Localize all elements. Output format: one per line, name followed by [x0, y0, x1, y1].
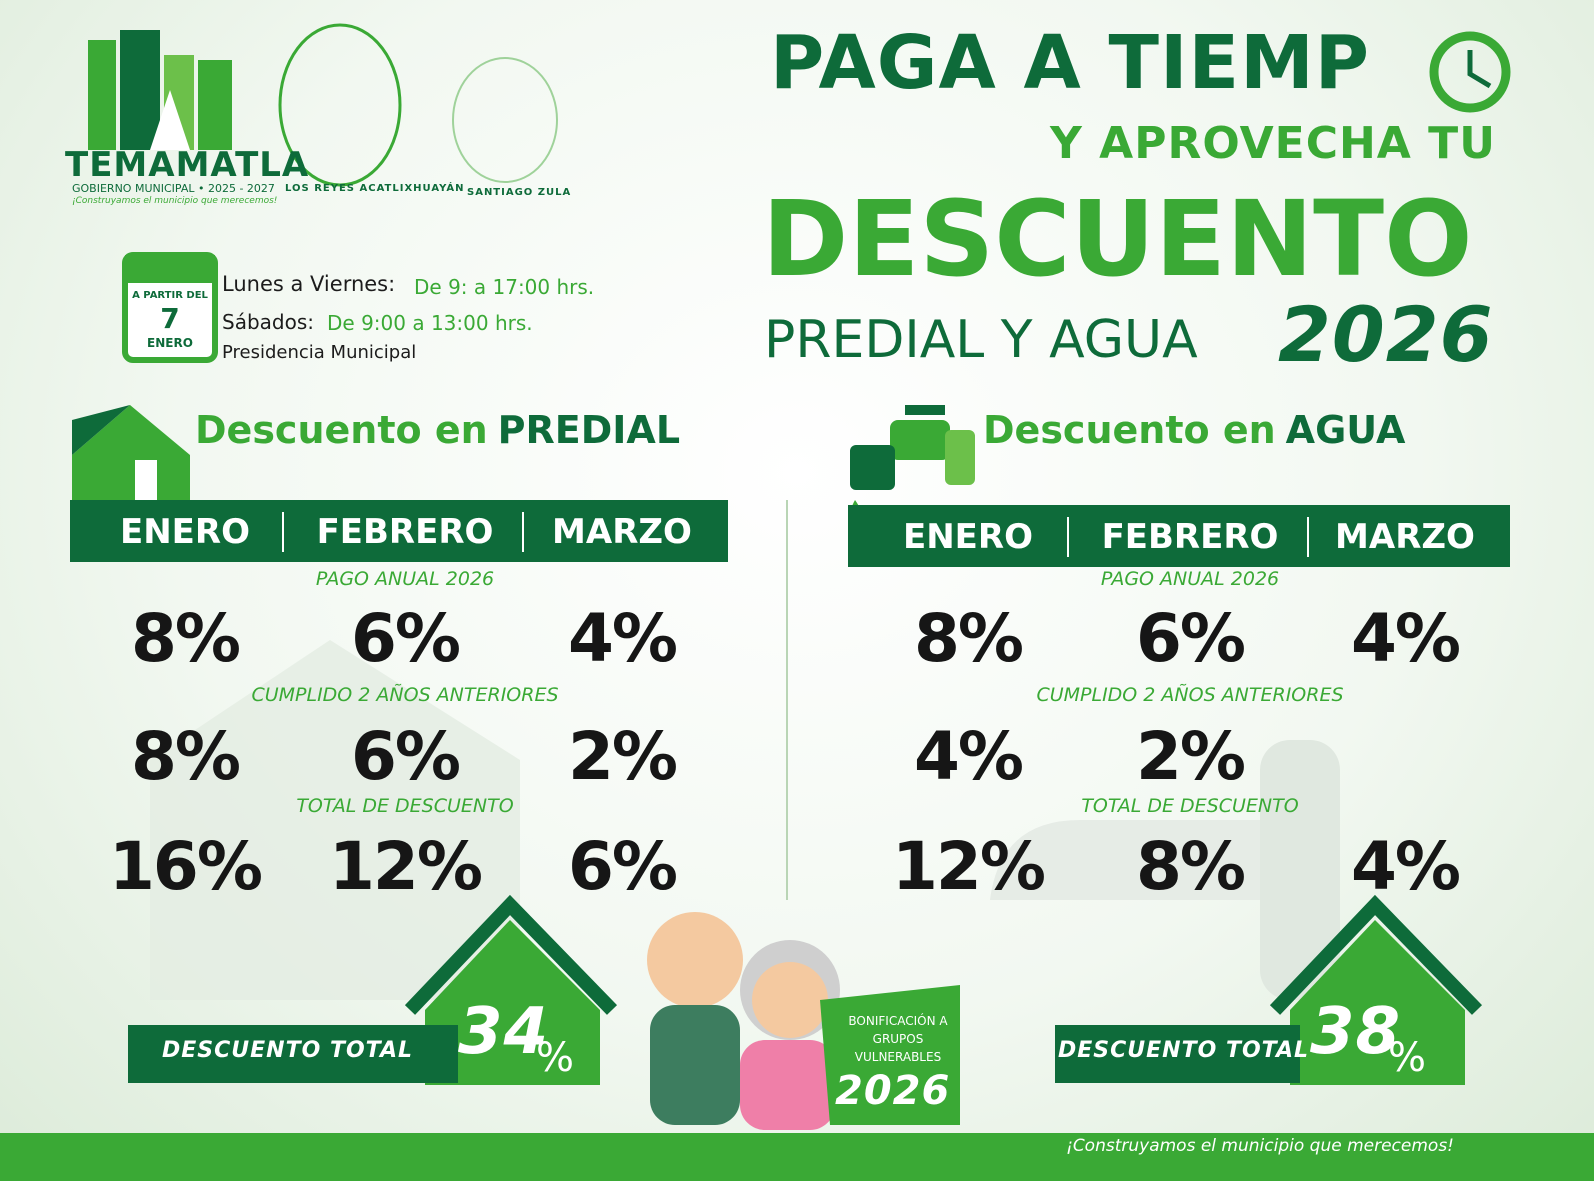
calendar-top: A PARTIR DEL [132, 290, 208, 301]
discount-value: 12% [329, 828, 483, 905]
discount-value: 6% [350, 600, 461, 677]
discount-value: 12% [892, 828, 1046, 905]
logo-name: TEMAMATLA [65, 145, 310, 185]
calendar-month: ENERO [147, 336, 193, 350]
schedule-label: Sábados: [222, 310, 314, 334]
discount-value: 8% [1135, 828, 1246, 905]
discount-value: 4% [913, 718, 1024, 795]
group-label: TOTAL DE DESCUENTO [296, 795, 514, 817]
headline-4: PREDIAL Y AGUA [764, 310, 1198, 370]
month-header: FEBRERO [1101, 517, 1279, 557]
month-header: ENERO [903, 517, 1033, 557]
total-value: 38 [1310, 995, 1402, 1069]
total-unit: % [536, 1035, 575, 1081]
headline-year: 2026 [1278, 290, 1494, 379]
bonus-text: BONIFICACIÓN A GRUPOS VULNERABLES [848, 1014, 948, 1064]
discount-value: 16% [109, 828, 263, 905]
group-label: PAGO ANUAL 2026 [1100, 568, 1280, 590]
logo-subtitle: GOBIERNO MUNICIPAL • 2025 - 2027 [72, 182, 275, 195]
discount-value: 8% [130, 600, 241, 677]
calendar-day: 7 [160, 302, 180, 335]
headline-3: DESCUENTO [762, 178, 1473, 300]
month-header: ENERO [120, 512, 250, 552]
footer-slogan: ¡Construyamos el municipio que merecemos… [1066, 1136, 1454, 1156]
section-title-bold: AGUA [1285, 408, 1406, 452]
discount-value: 4% [567, 600, 678, 677]
bonus-year: 2026 [835, 1068, 951, 1114]
total-value: 34 [458, 995, 550, 1069]
logo-los-reyes: LOS REYES ACATLIXHUAYÁN [285, 183, 465, 194]
discount-value: 6% [1135, 600, 1246, 677]
discount-value: 6% [350, 718, 461, 795]
headline-1: PAGA A TIEMP [770, 20, 1370, 106]
group-label: TOTAL DE DESCUENTO [1081, 795, 1299, 817]
schedule-hours: De 9: a 17:00 hrs. [414, 275, 595, 299]
total-label: DESCUENTO TOTAL [162, 1038, 414, 1063]
discount-value: 4% [1350, 828, 1461, 905]
month-header: MARZO [1335, 517, 1475, 557]
section-title: Descuento en [195, 408, 488, 452]
section-title-bold: PREDIAL [497, 408, 681, 452]
total-label: DESCUENTO TOTAL [1058, 1038, 1310, 1063]
headline-2: Y APROVECHA TU [1050, 118, 1496, 169]
section-title: Descuento en [983, 408, 1276, 452]
group-label: CUMPLIDO 2 AÑOS ANTERIORES [1036, 684, 1344, 706]
logo-santiago: SANTIAGO ZULA [467, 187, 572, 198]
discount-value: 2% [567, 718, 678, 795]
discount-value: 2% [1135, 718, 1246, 795]
group-label: PAGO ANUAL 2026 [315, 568, 495, 590]
schedule-place: Presidencia Municipal [222, 342, 417, 363]
discount-value: 8% [913, 600, 1024, 677]
discount-value: 8% [130, 718, 241, 795]
group-label: CUMPLIDO 2 AÑOS ANTERIORES [251, 684, 559, 706]
discount-value: 4% [1350, 600, 1461, 677]
discount-value: 6% [567, 828, 678, 905]
schedule-label: Lunes a Viernes: [222, 272, 396, 296]
schedule-hours: De 9:00 a 13:00 hrs. [327, 311, 533, 335]
month-header: MARZO [552, 512, 692, 552]
total-unit: % [1388, 1035, 1427, 1081]
logo-slogan: ¡Construyamos el municipio que merecemos… [72, 196, 278, 206]
month-header: FEBRERO [316, 512, 494, 552]
